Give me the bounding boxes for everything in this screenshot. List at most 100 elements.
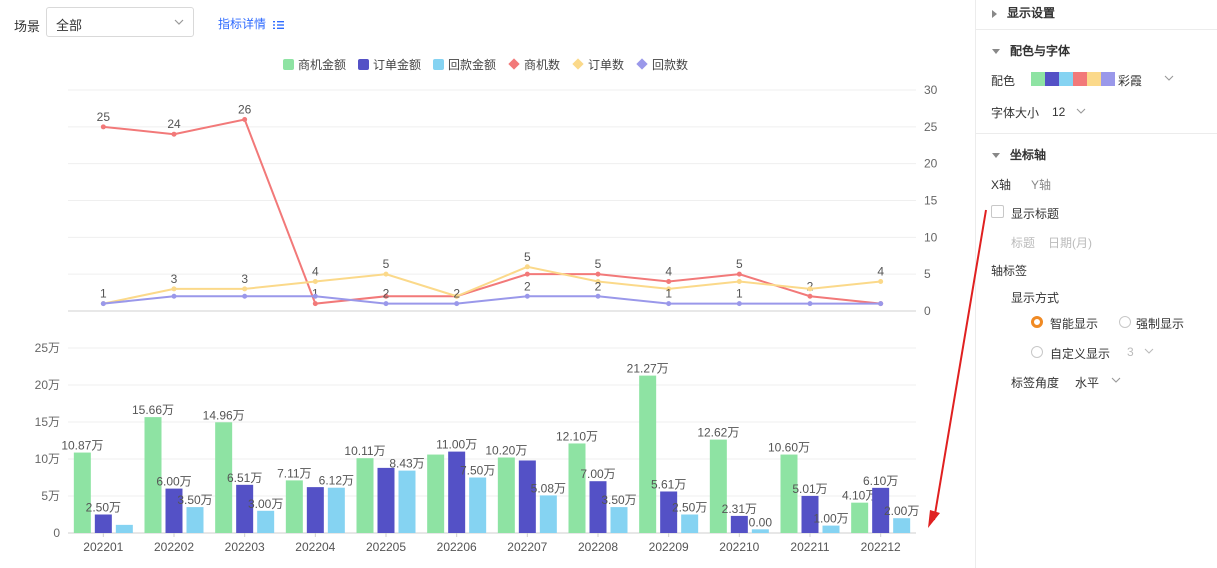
x-tick-label: 202202 xyxy=(154,540,194,554)
x-tick-label: 202206 xyxy=(437,540,477,554)
data-label: 2 xyxy=(595,279,602,293)
data-point xyxy=(454,293,460,299)
smart-display-label: 智能显示 xyxy=(1050,317,1099,331)
scene-select-value: 全部 xyxy=(56,18,83,33)
data-point xyxy=(171,131,177,137)
x-tick-label: 202203 xyxy=(225,540,265,554)
data-point xyxy=(242,286,248,292)
bar xyxy=(356,458,374,533)
settings-panel: 显示设置 配色与字体 配色 彩霞 字体大小 12 坐标轴 X轴 Y轴 显示标题 … xyxy=(975,0,1217,568)
legend-label: 订单金额 xyxy=(373,58,422,72)
font-size-value[interactable]: 12 xyxy=(1052,105,1066,119)
y-tick-label: 0 xyxy=(924,304,931,318)
data-point xyxy=(312,293,318,299)
display-settings-header[interactable]: 显示设置 xyxy=(992,4,1055,21)
bar-label: 2.00万 xyxy=(884,504,919,518)
series-line xyxy=(103,118,881,305)
bar xyxy=(186,507,204,533)
data-point xyxy=(666,279,672,285)
bar-label: 3.50万 xyxy=(601,493,636,507)
custom-display-label: 自定义显示 xyxy=(1050,347,1111,361)
chevron-down-icon[interactable] xyxy=(1164,73,1174,83)
y-tick-label: 10 xyxy=(924,230,938,244)
bar xyxy=(851,502,869,533)
data-point xyxy=(595,271,601,277)
bar xyxy=(589,481,607,533)
caret-down-icon xyxy=(992,49,1000,55)
series-line xyxy=(103,295,881,305)
bar xyxy=(751,529,769,533)
metric-detail-label: 指标详情 xyxy=(218,17,267,31)
force-display-radio[interactable] xyxy=(1119,316,1131,328)
tab-y-axis[interactable]: Y轴 xyxy=(1031,178,1052,192)
bar xyxy=(639,375,657,533)
data-point xyxy=(736,271,742,277)
bar xyxy=(539,495,557,533)
y-tick-label: 10万 xyxy=(35,452,60,466)
y-tick-label: 25 xyxy=(924,120,938,134)
x-tick-label: 202211 xyxy=(790,540,829,554)
x-tick-label: 202207 xyxy=(507,540,547,554)
bar-label: 2.31万 xyxy=(722,502,757,516)
bar-label: 7.50万 xyxy=(460,464,495,478)
bar-label: 5.08万 xyxy=(531,481,566,495)
chevron-down-icon[interactable] xyxy=(1111,375,1121,385)
data-label: 1 xyxy=(100,287,107,301)
data-label: 3 xyxy=(171,272,178,286)
legend-label: 回款金额 xyxy=(448,58,497,72)
bar-label: 8.43万 xyxy=(389,457,424,471)
palette-name: 彩霞 xyxy=(1118,74,1143,88)
chart-area: 场景 全部 指标详情 商机金额 订单金额 回款金额 商机数 订单数 回款数 0 5… xyxy=(0,7,975,554)
show-title-checkbox[interactable] xyxy=(991,205,1004,218)
y-tick-label: 30 xyxy=(924,83,938,97)
caret-right-icon xyxy=(992,9,997,18)
data-point xyxy=(171,293,177,299)
data-label: 1 xyxy=(665,287,672,301)
chevron-down-icon xyxy=(174,19,184,25)
palette-select[interactable] xyxy=(1031,72,1115,86)
y-tick-label: 0 xyxy=(53,526,60,540)
bar xyxy=(518,460,536,533)
title-input[interactable]: 日期(月) xyxy=(1048,236,1092,250)
x-tick-label: 202204 xyxy=(295,540,335,554)
data-point xyxy=(454,301,460,307)
label-angle-value[interactable]: 水平 xyxy=(1075,376,1100,390)
data-label: 5 xyxy=(524,250,531,264)
tab-x-axis[interactable]: X轴 xyxy=(991,178,1012,192)
x-tick-label: 202205 xyxy=(366,540,406,554)
show-title-label: 显示标题 xyxy=(1011,207,1060,221)
bar xyxy=(448,451,466,533)
chevron-down-icon[interactable] xyxy=(1144,346,1154,356)
bar xyxy=(610,507,628,533)
axis-header[interactable]: 坐标轴 xyxy=(992,146,1046,163)
bar xyxy=(681,514,699,533)
bar xyxy=(285,480,303,533)
font-size-label: 字体大小 xyxy=(991,106,1040,120)
chevron-down-icon[interactable] xyxy=(1076,106,1086,116)
data-label: 25 xyxy=(97,110,111,124)
bar-label: 5.01万 xyxy=(792,482,827,496)
smart-display-radio[interactable] xyxy=(1031,316,1043,328)
custom-display-radio[interactable] xyxy=(1031,346,1043,358)
bar xyxy=(257,510,275,533)
bar xyxy=(469,477,487,533)
data-label: 2 xyxy=(524,279,531,293)
bar-label: 1.00万 xyxy=(813,512,848,526)
scene-select[interactable]: 全部 xyxy=(46,7,194,37)
bar xyxy=(709,439,727,533)
x-tick-label: 202212 xyxy=(861,540,901,554)
chart-legend: 商机金额 订单金额 回款金额 商机数 订单数 回款数 xyxy=(0,56,975,72)
metric-detail-link[interactable]: 指标详情 xyxy=(218,15,285,32)
display-settings-title: 显示设置 xyxy=(1007,6,1056,20)
color-font-header[interactable]: 配色与字体 xyxy=(992,42,1070,59)
data-point xyxy=(595,279,601,285)
bar xyxy=(497,457,515,533)
data-point xyxy=(878,301,884,307)
data-point xyxy=(383,293,389,299)
custom-display-value[interactable]: 3 xyxy=(1127,345,1134,359)
data-label: 5 xyxy=(595,257,602,271)
data-label: 2 xyxy=(383,287,390,301)
bar-label: 10.87万 xyxy=(61,439,103,453)
legend-label: 回款数 xyxy=(652,58,689,72)
